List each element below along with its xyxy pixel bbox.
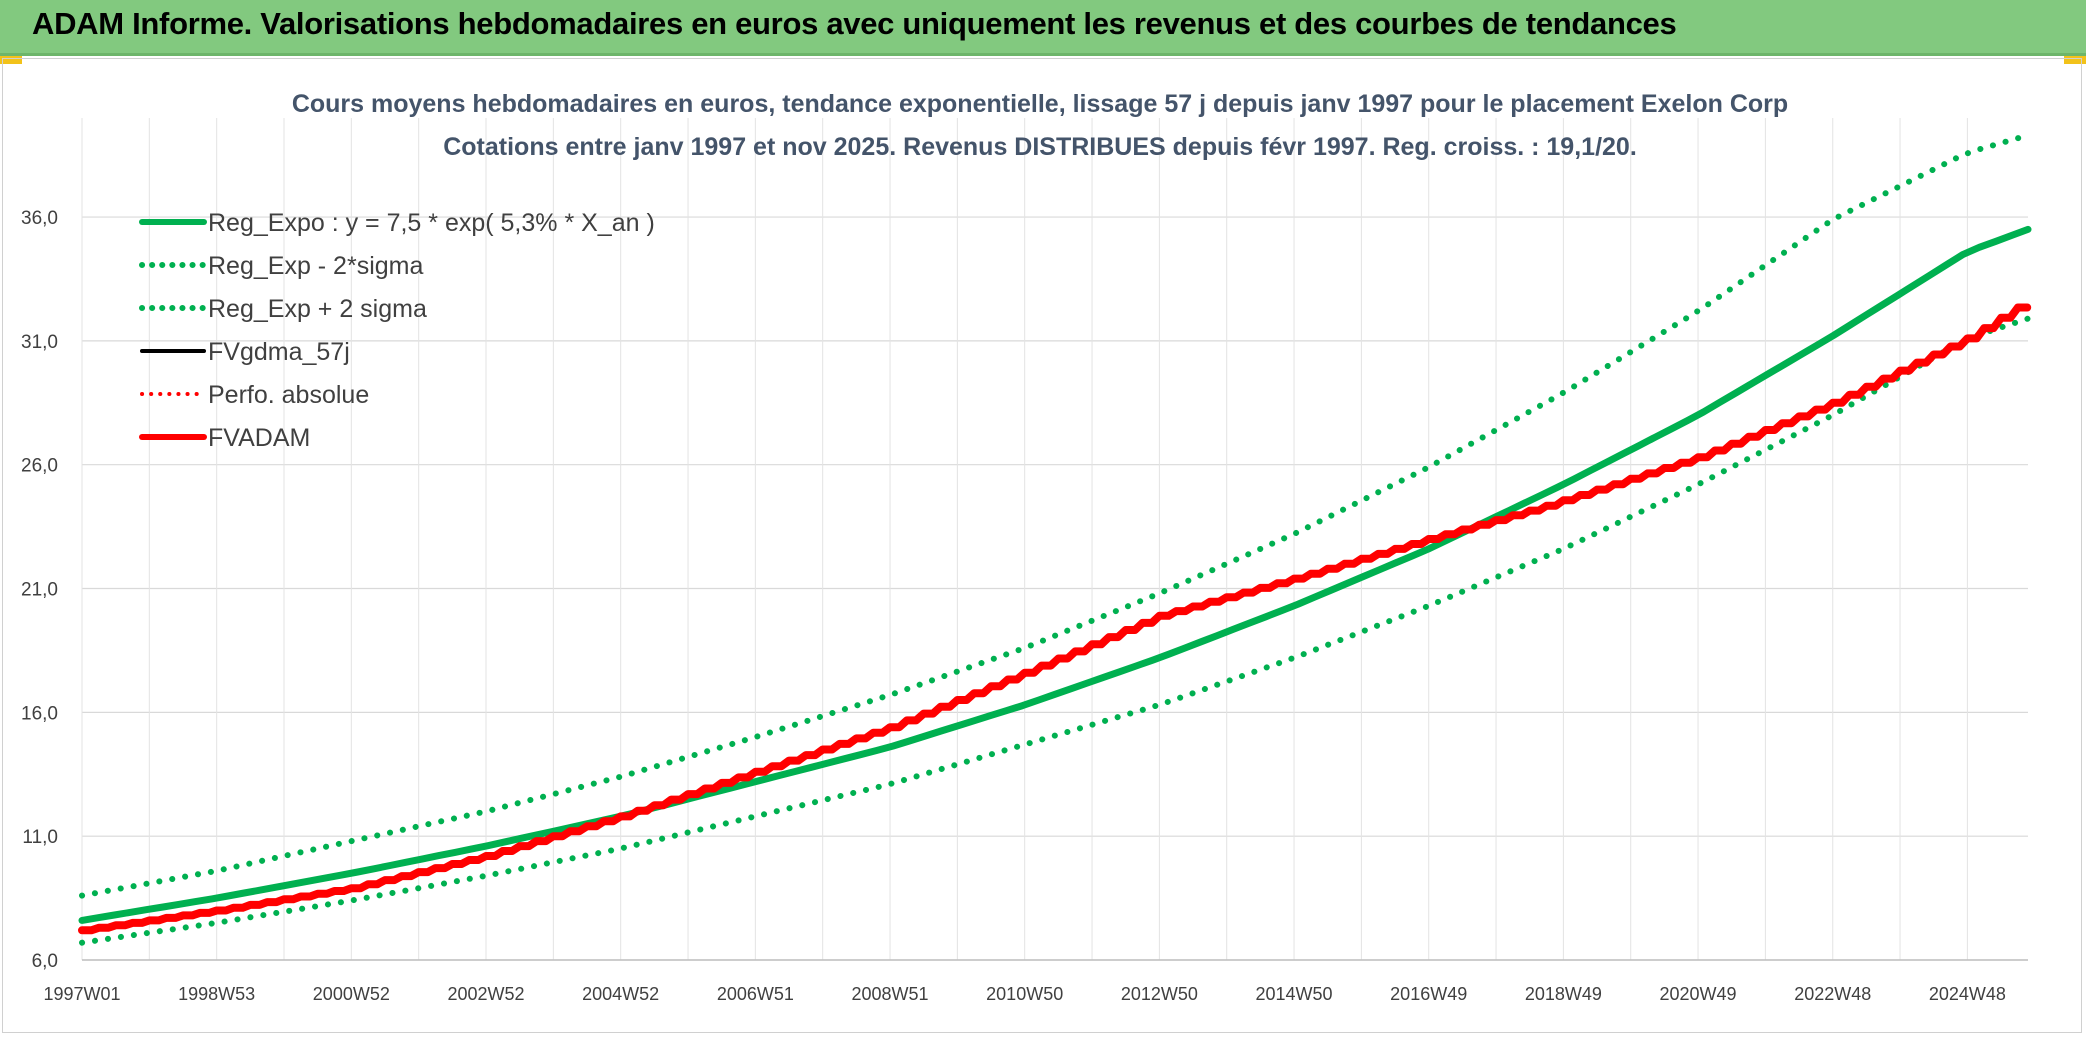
series-line-2 — [79, 132, 2031, 899]
x-tick-label: 2004W52 — [582, 984, 659, 1004]
x-axis: 1997W01 1998W53 2000W52 2002W52 2004W52 2006W… — [43, 984, 2005, 1004]
y-tick-label: 31,0 — [21, 332, 58, 353]
x-tick-label: 2016W49 — [1390, 984, 1467, 1004]
chart-legend: Reg_Expo : y = 7,5 * exp( 5,3% * X_an ) R… — [139, 209, 655, 452]
x-tick-label: 2010W50 — [986, 984, 1063, 1004]
chart-subtitle: Cotations entre janv 1997 et nov 2025. R… — [443, 133, 1637, 161]
x-tick-label: 2008W51 — [851, 984, 928, 1004]
x-tick-label: 2020W49 — [1660, 984, 1737, 1004]
x-tick-label: 1997W01 — [43, 984, 120, 1004]
legend-label: Reg_Expo : y = 7,5 * exp( 5,3% * X_an ) — [208, 209, 655, 237]
y-tick-label: 21,0 — [21, 580, 58, 601]
x-tick-label: 2022W48 — [1794, 984, 1871, 1004]
y-tick-label: 11,0 — [22, 827, 58, 848]
y-tick-label: 26,0 — [21, 456, 58, 477]
series-line-5 — [78, 303, 2032, 935]
legend-label: Reg_Exp + 2 sigma — [208, 295, 427, 323]
x-tick-label: 2000W52 — [313, 984, 390, 1004]
chart-frame — [2, 58, 2082, 1033]
y-tick-label: 36,0 — [21, 208, 58, 229]
report-title: ADAM Informe. Valorisations hebdomadaire… — [32, 6, 1677, 41]
legend-label: FVADAM — [208, 424, 310, 452]
y-tick-label: 16,0 — [21, 703, 58, 724]
corner-marker-left — [0, 56, 22, 64]
x-tick-label: 2024W48 — [1929, 984, 2006, 1004]
y-tick-label: 6,0 — [32, 951, 58, 972]
chart-grid — [81, 118, 2028, 961]
x-tick-label: 2014W50 — [1256, 984, 1333, 1004]
legend-label: FVgdma_57j — [208, 338, 350, 366]
x-tick-label: 1998W53 — [178, 984, 255, 1004]
legend-label: Reg_Exp - 2*sigma — [208, 252, 423, 280]
report-header: ADAM Informe. Valorisations hebdomadaire… — [0, 0, 2086, 56]
corner-marker-right — [2064, 56, 2086, 64]
x-tick-label: 2012W50 — [1121, 984, 1198, 1004]
series-layer — [78, 132, 2032, 946]
chart-title: Cours moyens hebdomadaires en euros, ten… — [292, 90, 1788, 118]
legend-label: Perfo. absolue — [208, 381, 369, 409]
x-tick-label: 2006W51 — [717, 984, 794, 1004]
x-tick-label: 2018W49 — [1525, 984, 1602, 1004]
series-line-1 — [79, 315, 2031, 946]
y-axis: 6,0 11,0 16,0 21,0 26,0 31,0 36,0 — [21, 208, 58, 972]
series-line-0 — [78, 225, 2032, 924]
x-tick-label: 2002W52 — [447, 984, 524, 1004]
